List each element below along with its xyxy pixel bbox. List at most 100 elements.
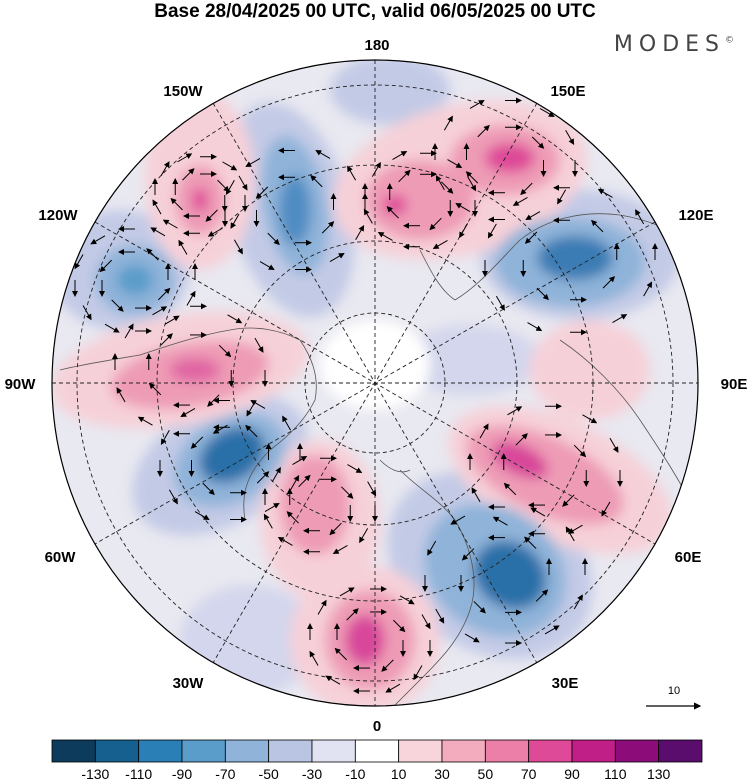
lon-label-0: 0 bbox=[373, 718, 381, 735]
wind-vector bbox=[413, 665, 423, 681]
wind-vector bbox=[565, 526, 575, 542]
wind-vector bbox=[465, 171, 479, 184]
wind-vector bbox=[601, 501, 611, 517]
colorbar-swatch bbox=[311, 739, 356, 763]
wind-vector bbox=[464, 633, 480, 643]
colorbar-swatch bbox=[614, 739, 660, 763]
wind-vector bbox=[259, 261, 275, 271]
wind-vector bbox=[160, 430, 170, 445]
colorbar: -130 -110 -90 -70 -50 -30 -10 10 30 50 70 90 110 130 bbox=[51, 739, 703, 782]
wind-vector bbox=[205, 209, 218, 222]
wind-vector bbox=[427, 540, 437, 556]
wind-vector bbox=[479, 423, 489, 439]
wind-vector bbox=[385, 683, 401, 693]
wind-vector bbox=[321, 221, 335, 234]
wind-vector bbox=[381, 659, 394, 672]
wind-vector bbox=[325, 675, 341, 685]
colorbar-swatch bbox=[484, 739, 530, 763]
wind-vector bbox=[250, 399, 266, 409]
colorbar-tick-label: -50 bbox=[259, 766, 279, 782]
wind-vector bbox=[277, 536, 293, 546]
wind-vector bbox=[263, 513, 273, 529]
colorbar-swatch bbox=[268, 739, 313, 763]
lon-label-150w: 150W bbox=[163, 83, 203, 100]
wind-vector bbox=[233, 239, 243, 255]
wind-vector bbox=[447, 159, 463, 169]
colorbar-swatch bbox=[354, 739, 400, 763]
wind-vector bbox=[315, 149, 331, 159]
map-title: Base 28/04/2025 00 UTC, valid 06/05/2025… bbox=[154, 1, 596, 22]
wind-vector bbox=[255, 186, 269, 199]
wind-vector bbox=[148, 382, 162, 396]
map-border bbox=[51, 59, 699, 707]
wind-vector bbox=[535, 589, 549, 602]
colorbar-tick-label: 110 bbox=[604, 766, 627, 782]
wind-vector bbox=[217, 179, 230, 193]
wind-vector bbox=[473, 601, 486, 614]
wind-vector bbox=[282, 415, 292, 431]
wind-vector bbox=[477, 124, 490, 138]
wind-vector bbox=[471, 487, 481, 503]
wind-vector bbox=[116, 387, 126, 403]
wind-vector bbox=[194, 511, 210, 521]
wind-vectors bbox=[72, 97, 658, 694]
wind-vector bbox=[227, 314, 243, 324]
colorbar-swatch bbox=[181, 739, 226, 763]
wind-vector bbox=[515, 433, 528, 446]
colorbar-swatch bbox=[224, 739, 270, 763]
graticule bbox=[52, 60, 698, 706]
wind-vector bbox=[527, 322, 543, 332]
colorbar-swatch bbox=[571, 739, 616, 763]
wind-vector bbox=[74, 254, 84, 270]
wind-vector bbox=[371, 161, 381, 177]
wind-vector bbox=[264, 503, 280, 512]
wind-vector bbox=[461, 548, 475, 561]
wind-vector bbox=[363, 208, 373, 224]
lon-label-30w: 30W bbox=[173, 675, 205, 692]
wind-vector bbox=[355, 225, 365, 241]
wind-vector bbox=[539, 108, 555, 117]
wind-vector bbox=[469, 99, 485, 109]
wind-vector bbox=[347, 464, 363, 474]
wind-vector bbox=[317, 599, 327, 615]
wind-vector bbox=[377, 231, 393, 241]
lon-label-90e: 90E bbox=[721, 376, 748, 393]
wind-vector bbox=[180, 408, 196, 417]
wind-vector bbox=[635, 209, 645, 225]
colorbar-swatch bbox=[94, 739, 140, 763]
copyright-mark: © bbox=[725, 35, 734, 46]
colorbar-swatch bbox=[398, 739, 443, 763]
wind-vector bbox=[359, 528, 369, 544]
lon-label-120w: 120W bbox=[38, 207, 78, 224]
wind-vector bbox=[168, 489, 178, 505]
wind-vector bbox=[207, 394, 220, 407]
wind-vector bbox=[530, 507, 546, 517]
colorbar-tick-label: -70 bbox=[215, 766, 235, 782]
wind-vector bbox=[557, 189, 567, 205]
wind-vector bbox=[495, 295, 505, 311]
wind-vector bbox=[421, 614, 431, 630]
colorbar-tick-label: -30 bbox=[302, 766, 322, 782]
wind-vector bbox=[212, 424, 228, 434]
wind-vector bbox=[186, 290, 196, 306]
wind-vector bbox=[507, 406, 523, 416]
wind-vector bbox=[597, 188, 613, 198]
wind-vector bbox=[492, 516, 508, 526]
wind-vector bbox=[602, 276, 616, 289]
lon-label-90w: 90W bbox=[5, 376, 37, 393]
wind-vector bbox=[164, 315, 180, 325]
wind-vector bbox=[230, 213, 240, 229]
wind-vector bbox=[245, 424, 258, 438]
wind-vector bbox=[150, 227, 166, 237]
wind-vector bbox=[609, 437, 619, 453]
wind-vector bbox=[246, 401, 256, 417]
wind-vector bbox=[256, 471, 270, 484]
wind-vector bbox=[254, 337, 264, 353]
colorbar-tick-label: 70 bbox=[521, 766, 537, 782]
wind-vector bbox=[487, 223, 497, 239]
wind-vector bbox=[429, 217, 442, 231]
colorbar-tick-label: 50 bbox=[478, 766, 494, 782]
wind-vector bbox=[202, 482, 215, 496]
wind-vector bbox=[455, 203, 471, 212]
